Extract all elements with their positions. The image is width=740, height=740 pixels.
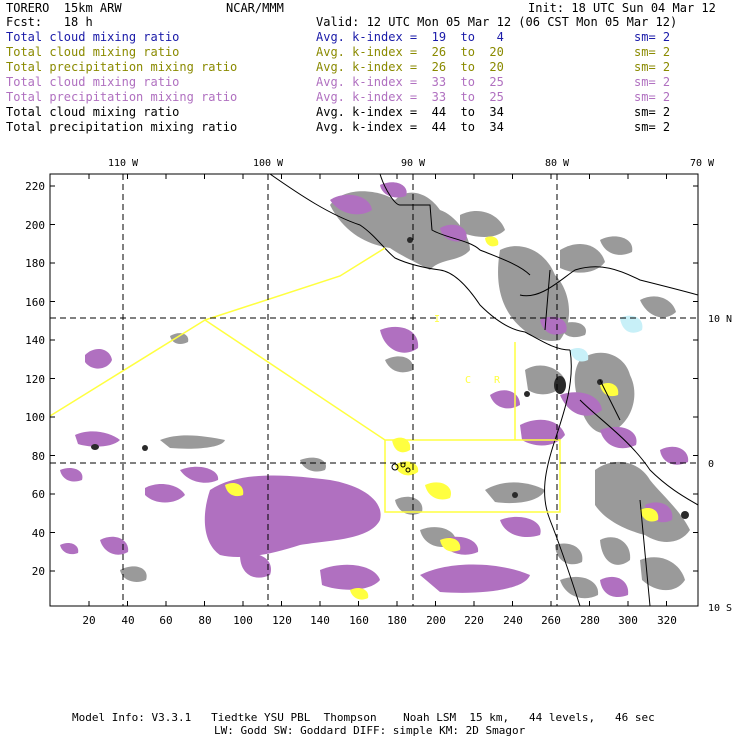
longitude-labels: 110 W 100 W 90 W 80 W 70 W: [108, 158, 715, 169]
forecast-hour: Fcst: 18 h: [6, 15, 93, 29]
station-letter: C: [465, 375, 471, 386]
y-tick-label: 100: [25, 411, 45, 424]
x-tick-label: 200: [426, 614, 446, 627]
x-tick-label: 280: [580, 614, 600, 627]
x-tick-label: 320: [657, 614, 677, 627]
lon-label: 90 W: [401, 158, 426, 169]
legend-field: Total cloud mixing ratio: [6, 105, 180, 119]
legend-smoothing: sm= 2: [634, 105, 671, 119]
init-time: Init: 18 UTC Sun 04 Mar 12: [528, 1, 716, 15]
axis-ticks: [50, 174, 698, 606]
precip-areas: [60, 182, 689, 598]
model-info: Model Info: V3.3.1 Tiedtke YSU PBL Thomp…: [72, 711, 655, 724]
y-tick-label: 160: [25, 296, 45, 309]
legend-kindex: Avg. k-index = 19 to 4: [316, 30, 504, 44]
legend-field: Total precipitation mixing ratio: [6, 90, 238, 104]
y-tick-label: 200: [25, 219, 45, 232]
legend-kindex: Avg. k-index = 44 to 34: [316, 105, 504, 119]
legend-smoothing: sm= 2: [634, 45, 671, 59]
x-tick-labels: 20 40 60 80 100 120 140 160 180 200 220 …: [82, 614, 677, 627]
legend-kindex: Avg. k-index = 26 to 20: [316, 45, 504, 59]
x-tick-label: 300: [618, 614, 638, 627]
valid-time: Valid: 12 UTC Mon 05 Mar 12 (06 CST Mon …: [316, 15, 678, 29]
x-tick-label: 140: [310, 614, 330, 627]
station-letter: I: [434, 314, 440, 325]
legend-smoothing: sm= 2: [634, 60, 671, 74]
lat-label: 10 N: [708, 314, 732, 325]
y-tick-label: 120: [25, 373, 45, 386]
y-tick-label: 180: [25, 257, 45, 270]
x-tick-label: 260: [541, 614, 561, 627]
x-tick-label: 220: [464, 614, 484, 627]
legend-field: Total cloud mixing ratio: [6, 45, 180, 59]
x-tick-label: 100: [233, 614, 253, 627]
x-tick-label: 80: [198, 614, 211, 627]
legend-field: Total precipitation mixing ratio: [6, 120, 238, 134]
legend-field: Total cloud mixing ratio: [6, 30, 180, 44]
legend-kindex: Avg. k-index = 33 to 25: [316, 75, 504, 89]
legend-kindex: Avg. k-index = 26 to 20: [316, 60, 504, 74]
legend-field: Total cloud mixing ratio: [6, 75, 180, 89]
legend-kindex: Avg. k-index = 44 to 34: [316, 120, 504, 134]
legend-field: Total precipitation mixing ratio: [6, 60, 238, 74]
x-tick-label: 20: [82, 614, 95, 627]
lon-label: 70 W: [690, 158, 715, 169]
latitude-labels: 10 N 0 10 S: [708, 314, 732, 614]
coastlines: [269, 174, 698, 606]
lon-label: 100 W: [253, 158, 284, 169]
y-tick-label: 60: [32, 488, 45, 501]
y-tick-label: 40: [32, 527, 45, 540]
cloud-areas: [120, 191, 690, 599]
lat-label: 0: [708, 459, 714, 470]
legend-smoothing: sm= 2: [634, 30, 671, 44]
station-letter: R: [494, 375, 501, 386]
y-tick-label: 140: [25, 334, 45, 347]
physics-info: LW: Godd SW: Goddard DIFF: simple KM: 2D…: [214, 724, 526, 737]
y-tick-label: 220: [25, 180, 45, 193]
light-areas: [570, 315, 643, 362]
y-tick-label: 20: [32, 565, 45, 578]
y-tick-label: 80: [32, 450, 45, 463]
lon-label: 80 W: [545, 158, 570, 169]
grid-lines: [50, 174, 698, 606]
x-tick-label: 60: [159, 614, 172, 627]
map-frame: [49, 173, 699, 607]
lon-label: 110 W: [108, 158, 139, 169]
x-tick-label: 240: [503, 614, 523, 627]
legend-smoothing: sm= 2: [634, 90, 671, 104]
x-tick-label: 40: [121, 614, 134, 627]
x-tick-label: 120: [272, 614, 292, 627]
field-layer: [60, 174, 698, 606]
y-tick-labels: 20 40 60 80 100 120 140 160 180 200 220: [25, 180, 45, 578]
legend-smoothing: sm= 2: [634, 75, 671, 89]
model-name: TORERO 15km ARW: [6, 1, 122, 15]
flight-tracks: [49, 247, 561, 513]
x-tick-label: 160: [349, 614, 369, 627]
x-tick-label: 180: [387, 614, 407, 627]
legend-smoothing: sm= 2: [634, 120, 671, 134]
center-name: NCAR/MMM: [226, 1, 284, 15]
station-letters: I C R: [434, 314, 501, 386]
yellow-areas: [225, 236, 659, 600]
lat-label: 10 S: [708, 603, 732, 614]
legend-kindex: Avg. k-index = 33 to 25: [316, 90, 504, 104]
